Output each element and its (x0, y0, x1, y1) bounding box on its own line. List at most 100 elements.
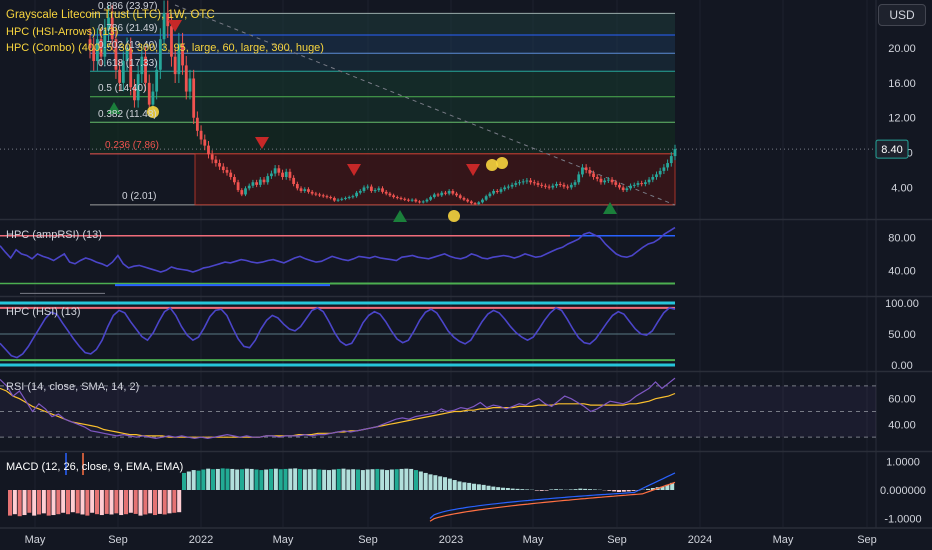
fib-band (90, 122, 675, 154)
candle-body (362, 187, 366, 191)
macd-hist-bar (128, 490, 133, 513)
macd-hist-bar (133, 490, 138, 514)
candle-body (625, 188, 629, 191)
macd-hist-bar (288, 468, 293, 490)
candle-body (340, 198, 344, 200)
macd-hist-bar (365, 469, 370, 490)
candle-body (229, 172, 233, 178)
candle-body (436, 194, 440, 196)
candle-body (310, 191, 314, 194)
candle-body (555, 183, 558, 186)
candle-body (170, 26, 173, 57)
candle-body (673, 149, 677, 157)
candle-body (384, 191, 388, 194)
candle-body (621, 187, 625, 191)
hsi-tick: 100.00 (885, 298, 919, 310)
macd-hist-bar (80, 490, 85, 515)
macd-hist-bar (186, 471, 191, 490)
macd-hist-bar (544, 490, 549, 491)
candle-body (518, 182, 521, 184)
candle-body (447, 190, 451, 194)
candle-body (477, 202, 481, 205)
macd-hist-bar (534, 490, 539, 491)
candle-body (455, 193, 458, 196)
macd-hist-bar (583, 488, 588, 490)
macd-hist-bar (443, 477, 448, 490)
currency-button[interactable]: USD (878, 4, 926, 26)
macd-hist-bar (617, 490, 622, 492)
macd-hist-bar (51, 490, 56, 516)
fib-band (90, 34, 675, 54)
macd-hist-bar (240, 469, 245, 490)
candle-body (410, 199, 414, 201)
candle-body (225, 170, 229, 173)
indicator-legend: HPC (HSI-Arrows) (13) (6, 26, 118, 38)
macd-hist-bar (360, 470, 365, 490)
time-axis-label: May (773, 534, 794, 546)
macd-hist-bar (114, 490, 119, 514)
macd-hist-bar (22, 490, 27, 516)
candle-body (292, 177, 296, 184)
candle-body (418, 201, 421, 203)
amprsi-line (0, 226, 676, 273)
candle-body (232, 177, 236, 183)
candle-body (325, 196, 329, 198)
candle-body (592, 173, 595, 178)
macd-hist-bar (554, 489, 559, 490)
price-tick: 16.00 (888, 78, 916, 90)
time-axis-label: Sep (607, 534, 627, 546)
macd-hist-bar (539, 490, 544, 491)
candle-body (173, 56, 177, 75)
candle-body (395, 197, 399, 199)
candle-body (514, 183, 518, 185)
candle-body (184, 65, 188, 92)
candle-body (381, 188, 384, 192)
candle-body (366, 186, 370, 188)
candle-body (462, 197, 466, 200)
candle-body (547, 186, 551, 188)
macd-hist-bar (476, 484, 481, 490)
candle-body (414, 199, 418, 202)
macd-hist-bar (588, 489, 593, 490)
time-axis-label: May (25, 534, 46, 546)
candle-body (581, 167, 584, 175)
candle-body (210, 154, 214, 160)
candle-body (110, 17, 114, 40)
macd-hist-bar (196, 470, 201, 490)
candle-body (488, 193, 492, 197)
macd-hist-bar (182, 472, 187, 490)
rsi-line (0, 377, 676, 440)
macd-hist-bar (148, 490, 153, 514)
macd-hist-bar (220, 468, 225, 490)
macd-hist-bar (66, 490, 71, 515)
price-tick: 20.00 (888, 43, 916, 55)
candle-body (610, 179, 614, 183)
candle-body (162, 13, 166, 40)
candle-body (506, 186, 510, 188)
macd-hist-bar (501, 487, 506, 490)
candle-body (347, 197, 351, 199)
candle-body (203, 139, 207, 146)
fib-label: 0.382 (11.48) (98, 109, 157, 120)
sell-arrow (466, 164, 480, 176)
candle-body (647, 179, 651, 183)
macd-hist-bar (607, 490, 612, 491)
candle-body (525, 180, 529, 182)
candle-body (88, 39, 92, 48)
macd-hist-bar (12, 490, 17, 515)
candle-body (314, 193, 318, 195)
candle-body (425, 199, 429, 202)
macd-hist-bar (264, 469, 269, 490)
hsi-line (0, 306, 676, 359)
fib-label: 0.786 (21.49) (98, 23, 158, 34)
candle-body (92, 47, 96, 62)
candle-body (284, 171, 288, 178)
macd-hist-bar (389, 469, 394, 490)
macd-hist-bar (90, 490, 95, 513)
macd-hist-bar (157, 490, 162, 514)
macd-hist-bar (670, 482, 675, 490)
buy-arrow (603, 202, 617, 214)
macd-tick: 0.000000 (880, 485, 926, 497)
candle-body (151, 91, 155, 105)
macd-signal-line (429, 481, 676, 522)
